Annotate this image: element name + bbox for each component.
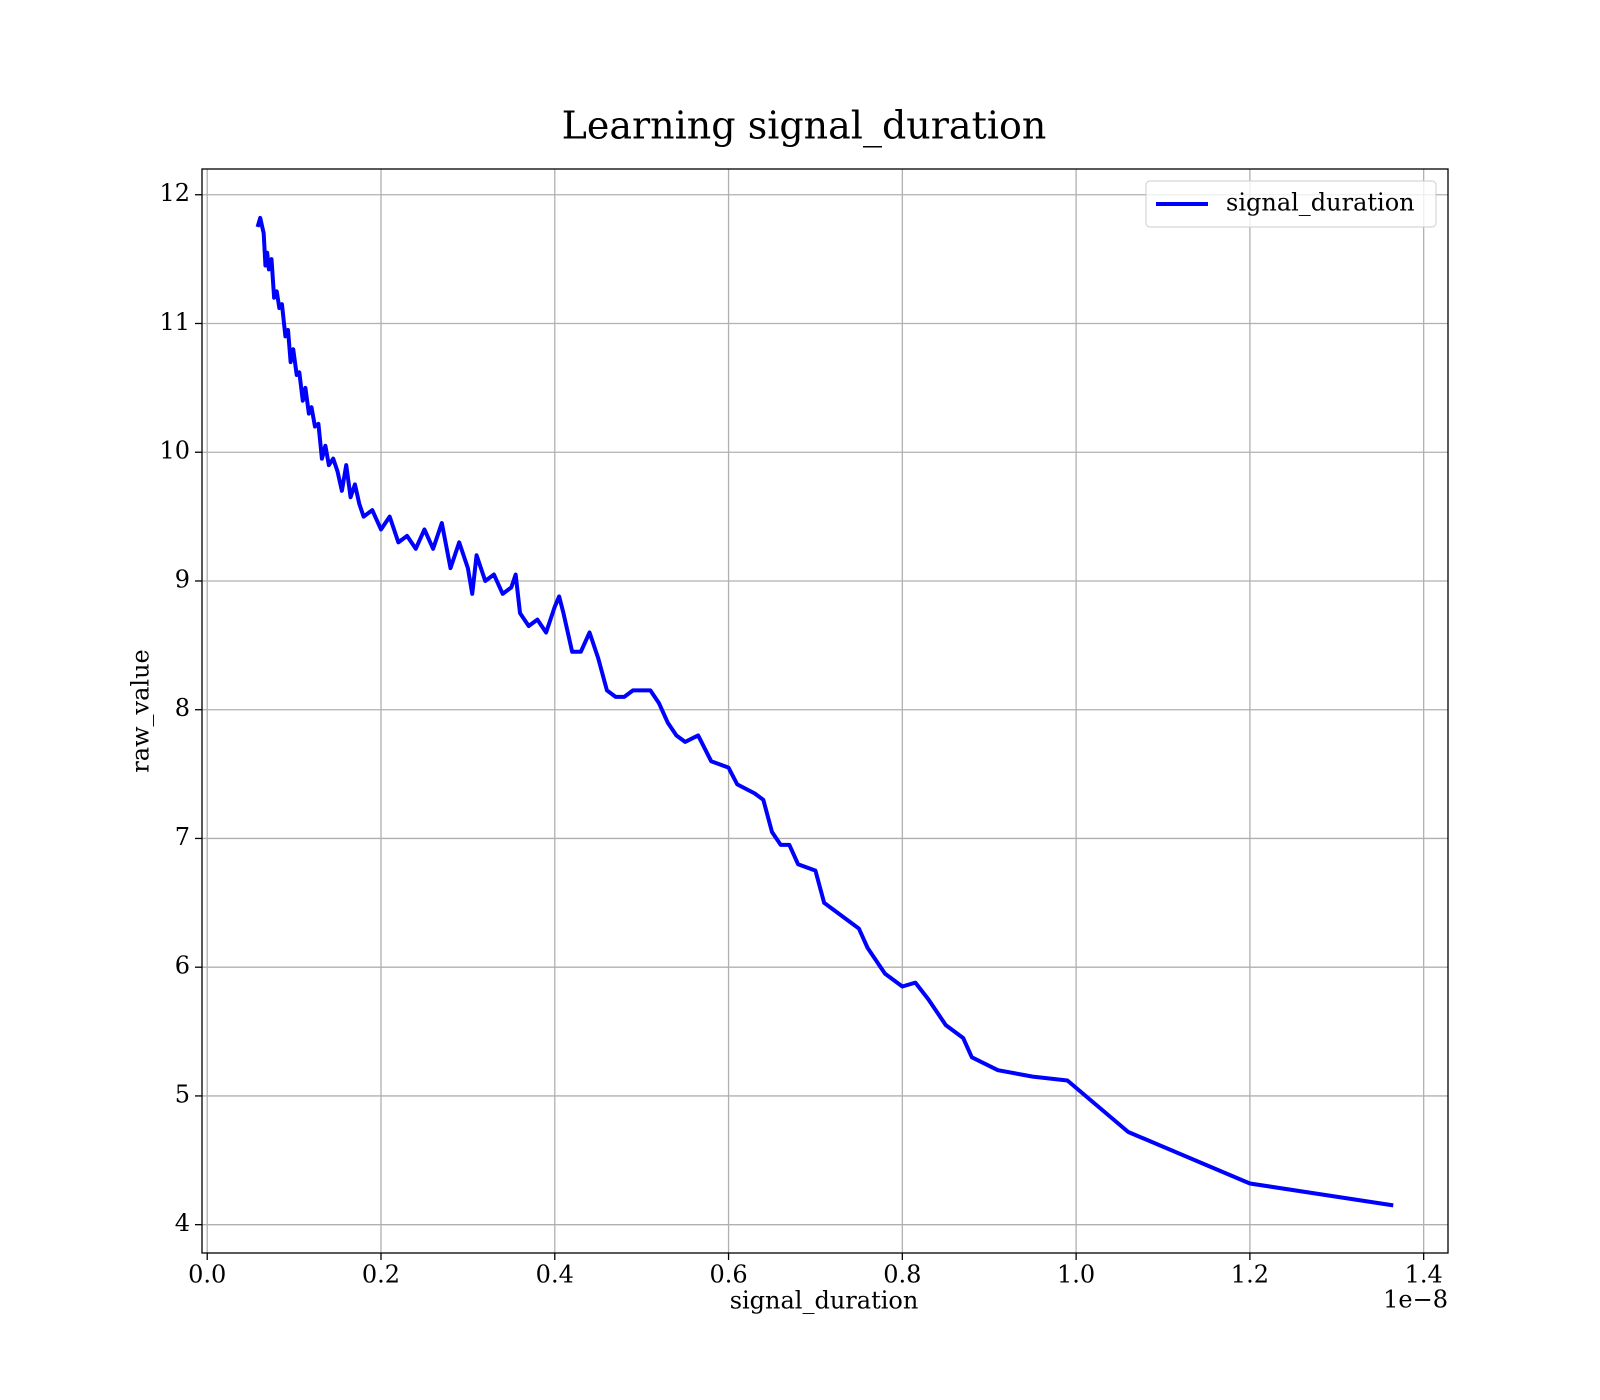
plot-frame: [201, 168, 1449, 1254]
y-tick-label: 10: [159, 437, 190, 465]
x-tick-label: 1.2: [1231, 1261, 1269, 1289]
y-tick-label: 7: [175, 823, 190, 851]
y-tick-label: 5: [175, 1080, 190, 1108]
data-line: [255, 215, 1394, 1208]
x-tick-label: 0.6: [709, 1261, 747, 1289]
y-tick-label: 8: [175, 694, 190, 722]
y-tick-label: 6: [175, 952, 190, 980]
y-axis-label: raw_value: [127, 649, 155, 773]
chart-title: Learning signal_duration: [562, 104, 1047, 149]
y-tick-label: 11: [159, 308, 190, 336]
x-tick-label: 1.4: [1405, 1261, 1443, 1289]
x-axis-label: signal_duration: [730, 1287, 919, 1315]
y-tick-label: 12: [159, 179, 190, 207]
y-tick-label: 4: [175, 1209, 190, 1237]
x-tick-label: 1.0: [1057, 1261, 1095, 1289]
x-tick-label: 0.0: [188, 1261, 226, 1289]
y-tick-label: 9: [175, 565, 190, 593]
x-tick-label: 0.4: [536, 1261, 574, 1289]
x-tick-label: 0.2: [362, 1261, 400, 1289]
x-offset-label: 1e−8: [1383, 1286, 1448, 1314]
legend-label: signal_duration: [1226, 189, 1415, 217]
x-tick-label: 0.8: [883, 1261, 921, 1289]
legend-box: [1145, 180, 1437, 228]
